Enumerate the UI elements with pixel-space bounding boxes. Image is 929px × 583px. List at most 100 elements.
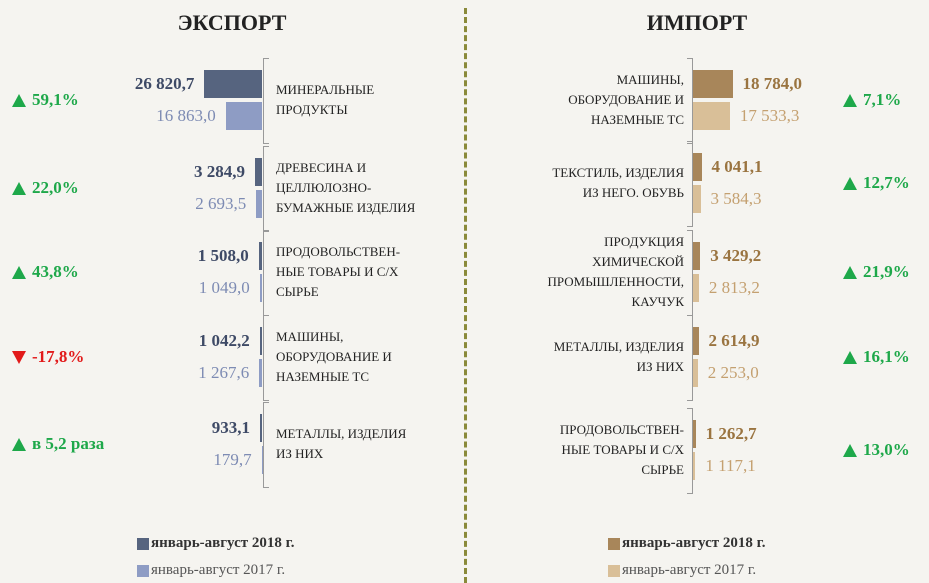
change: -17,8% <box>12 347 84 367</box>
category-label: МЕТАЛЛЫ, ИЗДЕЛИЯ ИЗ НИХ <box>553 339 684 374</box>
change-arrow-shape <box>843 176 857 190</box>
change: в 5,2 раза <box>12 434 104 454</box>
bar <box>693 327 699 355</box>
bar <box>693 452 696 480</box>
change-arrow-shape <box>843 265 857 279</box>
value-label: 1 267,6 <box>198 363 250 382</box>
bracket <box>687 141 693 227</box>
bar <box>259 414 262 442</box>
divider <box>464 8 467 583</box>
legend-label: январь-август 2018 г. <box>622 535 766 551</box>
legend-swatch <box>137 537 149 550</box>
value-label: 18 784,0 <box>742 74 803 93</box>
bar <box>693 420 696 448</box>
bar <box>256 190 262 218</box>
change: 21,9% <box>843 262 910 282</box>
legend-label: январь-август 2017 г. <box>151 562 286 578</box>
change-arrow-shape <box>12 181 26 195</box>
bracket <box>687 58 693 144</box>
value-label: 26 820,7 <box>134 74 195 93</box>
bracket <box>687 408 693 494</box>
value-label: 2 693,5 <box>195 194 247 213</box>
change-label: -17,8% <box>32 347 85 366</box>
category-label: МЕТАЛЛЫ, ИЗДЕЛИЯ ИЗ НИХ <box>276 426 407 461</box>
change-label: 22,0% <box>32 178 79 197</box>
value-label: 3 284,9 <box>193 162 245 181</box>
value-label: 1 262,7 <box>705 424 757 443</box>
bar <box>259 327 262 355</box>
change-arrow <box>843 443 857 457</box>
bracket <box>263 315 269 401</box>
legend-item: январь-август 2018 г. <box>137 535 294 552</box>
bar <box>693 102 730 130</box>
legend-swatch <box>137 564 149 577</box>
bracket <box>263 58 269 144</box>
change: 43,8% <box>12 262 79 282</box>
bar <box>259 359 262 387</box>
legend-swatch <box>608 564 620 577</box>
value-label: 16 863,0 <box>156 106 216 125</box>
change-arrow <box>12 350 26 364</box>
chart-title: ЭКСПОРТ <box>177 10 287 35</box>
change-arrow <box>12 93 26 107</box>
value-label: 17 533,3 <box>739 106 800 125</box>
change-arrow <box>843 176 857 190</box>
change-label: 12,7% <box>863 173 910 192</box>
change-arrow <box>843 93 857 107</box>
bracket <box>263 402 269 488</box>
change-arrow-shape <box>843 93 857 107</box>
category-label: МИНЕРАЛЬНЫЕ ПРОДУКТЫ <box>276 82 375 117</box>
category-label: ПРОДОВОЛЬСТВЕН- НЫЕ ТОВАРЫ И С/Х СЫРЬЕ <box>276 244 401 299</box>
value-label: 1 042,2 <box>198 331 250 350</box>
value-label: 2 614,9 <box>708 331 760 350</box>
change-label: в 5,2 раза <box>32 434 105 453</box>
value-label: 1 117,1 <box>705 456 756 475</box>
bar <box>258 242 262 270</box>
change: 22,0% <box>12 178 79 198</box>
change: 13,0% <box>843 440 910 460</box>
category-label: МАШИНЫ, ОБОРУДОВАНИЕ И НАЗЕМНЫЕ ТС <box>276 329 392 384</box>
value-label: 2 253,0 <box>707 363 759 382</box>
legend-item: январь-август 2017 г. <box>608 562 756 579</box>
bar <box>693 185 701 213</box>
change: 12,7% <box>843 173 910 193</box>
change-label: 43,8% <box>32 262 79 281</box>
chart-title: ИМПОРТ <box>646 10 748 35</box>
category-label: ПРОДОВОЛЬСТВЕН- НЫЕ ТОВАРЫ И С/Х СЫРЬЕ <box>559 422 684 477</box>
legend-swatch <box>608 537 620 550</box>
value-label: 1 508,0 <box>197 246 249 265</box>
legend-item: январь-август 2018 г. <box>608 535 765 552</box>
value-label: 2 813,2 <box>708 278 760 297</box>
change-label: 16,1% <box>863 347 910 366</box>
legend-label: январь-август 2017 г. <box>622 562 757 578</box>
category-label: МАШИНЫ, ОБОРУДОВАНИЕ И НАЗЕМНЫЕ ТС <box>568 72 684 127</box>
category-label: ТЕКСТИЛЬ, ИЗДЕЛИЯ ИЗ НЕГО. ОБУВЬ <box>552 165 684 200</box>
change-arrow-shape <box>12 437 26 451</box>
bar <box>693 242 701 270</box>
change: 59,1% <box>12 90 79 110</box>
change-arrow <box>843 265 857 279</box>
bar <box>693 70 733 98</box>
category-label: ПРОДУКЦИЯ ХИМИЧЕСКОЙ ПРОМЫШЛЕННОСТИ, КАУ… <box>547 234 684 309</box>
value-label: 4 041,1 <box>711 157 763 176</box>
change: 16,1% <box>843 347 910 367</box>
bar <box>693 359 698 387</box>
change-label: 7,1% <box>863 90 902 109</box>
change-arrow <box>12 437 26 451</box>
change-arrow-shape <box>843 350 857 364</box>
bar <box>204 70 262 98</box>
change-arrow-shape <box>12 350 26 364</box>
bracket <box>687 315 693 401</box>
bar <box>693 274 699 302</box>
change-arrow <box>843 350 857 364</box>
change-arrow-shape <box>12 265 26 279</box>
bar <box>259 274 262 302</box>
value-label: 179,7 <box>213 450 252 469</box>
change-arrow-shape <box>843 443 857 457</box>
change-arrow-shape <box>12 93 26 107</box>
change-label: 21,9% <box>863 262 910 281</box>
change-label: 59,1% <box>32 90 79 109</box>
bracket <box>263 146 269 232</box>
value-label: 3 429,2 <box>710 246 762 265</box>
value-label: 3 584,3 <box>710 189 762 208</box>
